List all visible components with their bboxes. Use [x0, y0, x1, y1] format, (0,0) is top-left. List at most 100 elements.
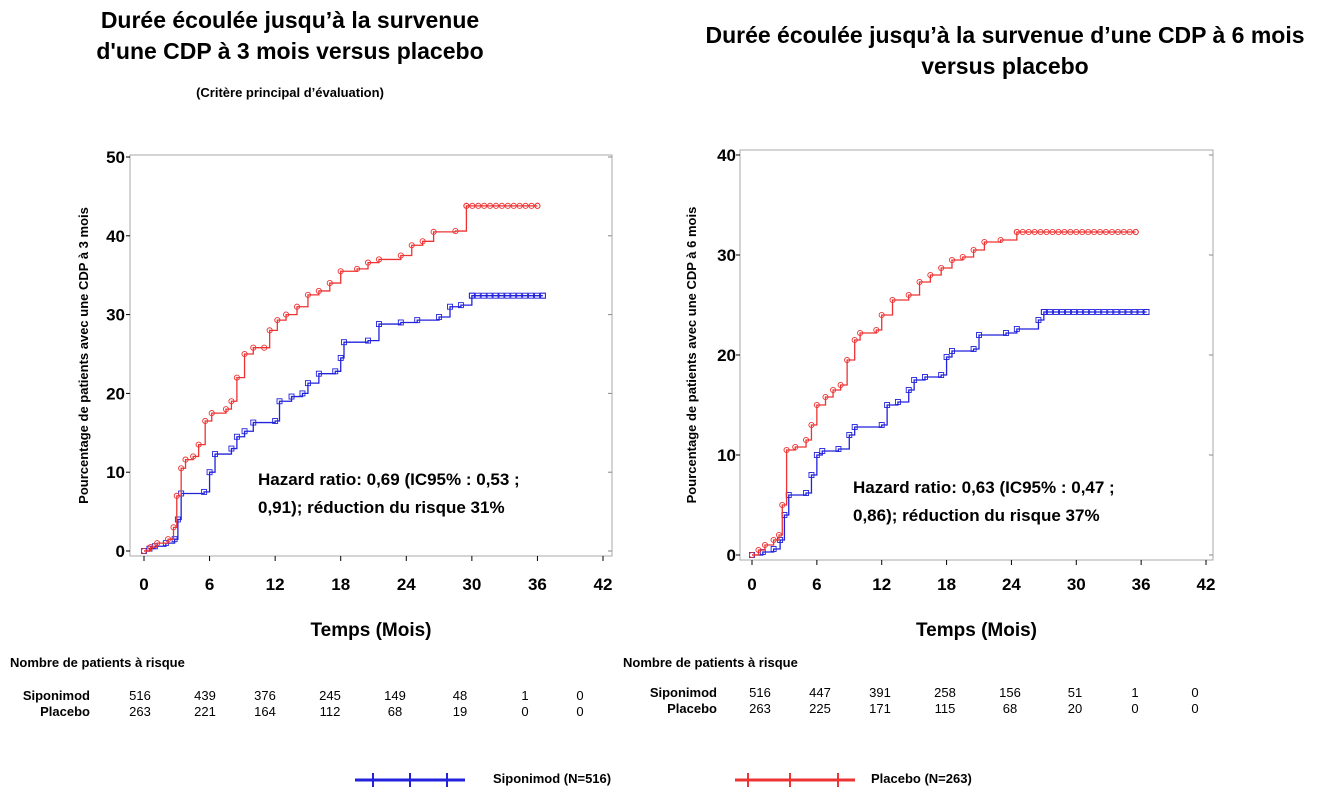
data-point-2-siponimod-7: [808, 472, 815, 478]
censor-mark-1-placebo-4: [487, 202, 494, 209]
data-point-2-placebo-6: [783, 446, 790, 454]
risk-table-1-row-placebo-label: Placebo: [40, 704, 90, 719]
data-point-1-placebo-13: [228, 398, 235, 405]
hazard-ratio-annotation-1-line-1: Hazard ratio: 0,69 (IC95% : 0,53 ;: [258, 470, 520, 489]
censor-mark-2-placebo-3: [1031, 228, 1038, 236]
data-point-1-placebo-15: [241, 350, 248, 358]
data-point-2-siponimod-25: [1013, 326, 1020, 332]
risk-table-1-placebo-cell-2: 164: [254, 704, 276, 719]
risk-table-2-placebo-cell-0: 263: [749, 701, 771, 716]
data-point-2-siponimod-21: [949, 348, 955, 354]
x-tick-label-2-18: 18: [937, 575, 956, 594]
censor-mark-1-siponimod-12: [539, 292, 546, 299]
risk-table-1-row-siponimod-label: Siponimod: [22, 688, 90, 703]
data-point-2-siponimod-19: [938, 372, 945, 378]
legend-placebo-swatch: [735, 773, 855, 787]
y-tick-label-1-50: 50: [106, 148, 125, 167]
censor-mark-1-siponimod-4: [492, 292, 499, 299]
data-point-2-siponimod-17: [911, 377, 918, 383]
data-point-2-siponimod-10: [835, 446, 842, 452]
data-point-1-siponimod-19: [315, 370, 322, 377]
risk-table-1-placebo-cell-6: 0: [521, 704, 529, 719]
x-tick-label-1-0: 0: [139, 575, 148, 594]
risk-table-1-siponimod-cell-2: 376: [254, 688, 276, 703]
hazard-ratio-annotation-2-line-1: Hazard ratio: 0,63 (IC95% : 0,47 ;: [853, 478, 1115, 497]
censor-mark-2-placebo-16: [1108, 228, 1116, 236]
data-point-2-placebo-14: [844, 356, 851, 364]
data-point-2-siponimod-24: [1003, 330, 1009, 336]
y-tick-label-2-40: 40: [717, 146, 736, 165]
x-tick-label-2-24: 24: [1002, 575, 1021, 594]
censor-mark-1-siponimod-11: [534, 292, 540, 299]
censor-mark-1-placebo-12: [534, 202, 541, 209]
x-axis-label-2: Temps (Mois): [916, 620, 1037, 641]
censor-mark-1-placebo-0: [463, 202, 470, 209]
data-point-1-placebo-7: [182, 456, 189, 463]
x-tick-label-2-12: 12: [872, 575, 891, 594]
data-point-1-placebo-5: [173, 492, 180, 499]
risk-table-2-siponimod-cell-0: 516: [749, 685, 771, 700]
risk-table-1-siponimod-cell-7: 0: [576, 688, 584, 703]
data-point-2-placebo-18: [878, 311, 885, 319]
risk-table-1-siponimod-cell-6: 1: [521, 688, 529, 703]
data-point-1-siponimod-17: [299, 390, 306, 397]
censor-mark-1-placebo-5: [492, 202, 500, 209]
data-point-2-siponimod-26: [1035, 317, 1042, 323]
x-tick-label-1-36: 36: [528, 575, 547, 594]
x-tick-label-2-30: 30: [1067, 575, 1086, 594]
data-point-1-placebo-19: [274, 317, 281, 324]
y-tick-label-2-0: 0: [727, 546, 736, 565]
data-point-1-siponimod-22: [341, 339, 347, 346]
data-point-1-siponimod-9: [212, 451, 218, 458]
censor-mark-1-siponimod-6: [504, 292, 511, 299]
data-point-2-placebo-1: [755, 546, 762, 554]
data-point-2-siponimod-15: [894, 399, 901, 405]
censor-mark-2-siponimod-7: [1083, 309, 1090, 315]
x-tick-label-2-42: 42: [1197, 575, 1216, 594]
y-tick-label-1-0: 0: [116, 542, 125, 561]
censor-mark-2-siponimod-17: [1143, 309, 1150, 315]
censor-mark-2-siponimod-12: [1113, 309, 1120, 315]
data-point-1-placebo-25: [337, 268, 344, 275]
data-point-1-siponimod-21: [337, 354, 344, 361]
censor-mark-1-placebo-2: [475, 202, 482, 209]
risk-table-2-placebo-cell-2: 171: [869, 701, 891, 716]
censor-mark-2-siponimod-15: [1131, 309, 1138, 315]
data-point-2-placebo-3: [770, 536, 777, 544]
data-point-1-siponimod-25: [397, 319, 404, 326]
data-point-1-placebo-11: [208, 410, 215, 417]
data-point-1-siponimod-10: [228, 445, 235, 452]
censor-mark-2-siponimod-8: [1089, 309, 1096, 315]
censor-mark-2-placebo-5: [1043, 228, 1050, 236]
data-point-2-siponimod-9: [819, 448, 826, 454]
data-point-2-placebo-23: [938, 264, 945, 272]
y-axis-label-1: Pourcentage de patients avec une CDP à 3…: [76, 207, 91, 504]
data-point-2-placebo-12: [830, 386, 837, 394]
risk-table-2-placebo-cell-4: 68: [1002, 701, 1018, 716]
data-point-2-placebo-21: [916, 278, 923, 286]
risk-table-2-row-placebo-label: Placebo: [667, 701, 717, 716]
censor-mark-2-siponimod-16: [1137, 309, 1144, 315]
x-tick-label-1-18: 18: [331, 575, 350, 594]
x-tick-label-1-42: 42: [594, 575, 613, 594]
data-point-2-siponimod-8: [813, 452, 820, 458]
censor-mark-2-placebo-19: [1126, 228, 1133, 236]
y-tick-label-2-30: 30: [717, 246, 736, 265]
censor-mark-2-siponimod-13: [1119, 309, 1126, 315]
censor-mark-1-placebo-1: [469, 202, 476, 209]
hazard-ratio-annotation-2-line-2: 0,86); réduction du risque 37%: [853, 506, 1100, 525]
hazard-ratio-annotation-1-line-2: 0,91); réduction du risque 31%: [258, 498, 505, 517]
data-point-1-siponimod-15: [276, 398, 283, 405]
data-point-1-placebo-33: [452, 228, 459, 235]
data-point-2-placebo-24: [948, 256, 956, 264]
censor-mark-1-siponimod-1: [474, 292, 481, 299]
risk-table-1-heading: Nombre de patients à risque: [10, 655, 185, 670]
censor-mark-1-placebo-10: [522, 202, 529, 209]
data-point-1-placebo-4: [170, 524, 177, 531]
data-point-2-siponimod-14: [884, 402, 891, 408]
data-point-2-placebo-4: [775, 531, 783, 539]
censor-mark-2-siponimod-6: [1077, 309, 1084, 315]
